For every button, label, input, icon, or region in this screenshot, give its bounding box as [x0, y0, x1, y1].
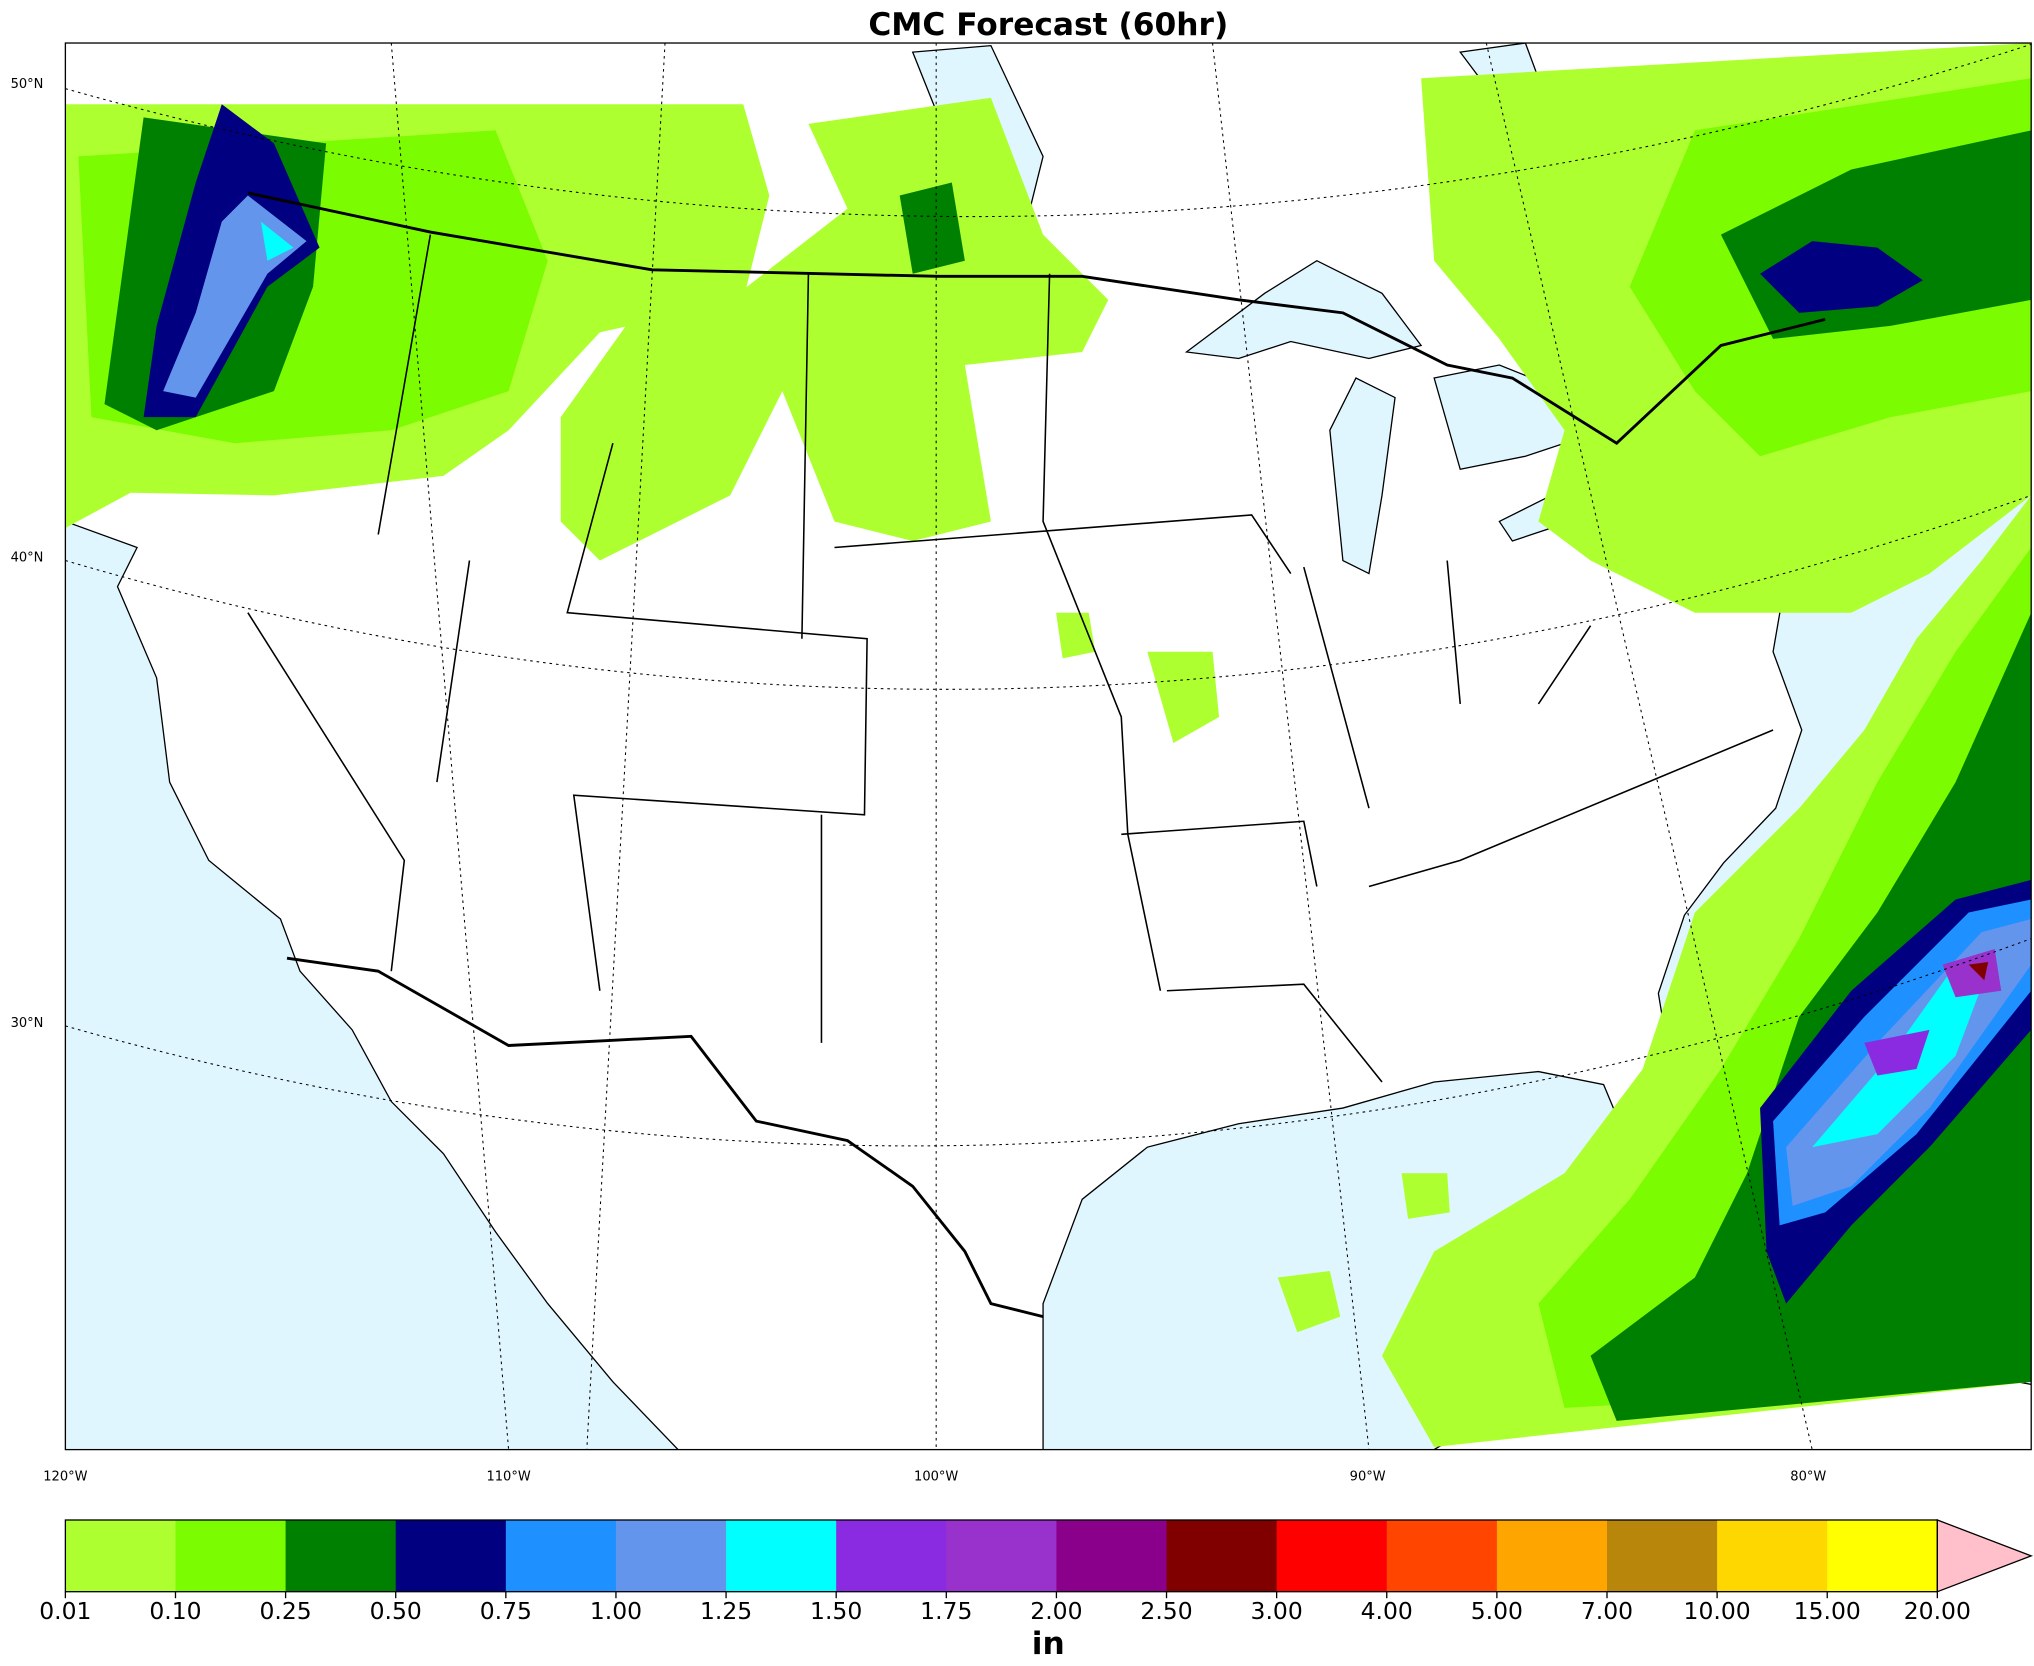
colorbar-segment [726, 1519, 837, 1592]
lon-label: 80°W [1790, 1469, 1826, 1484]
colorbar-tick-label: 5.00 [1471, 1597, 1523, 1625]
colorbar-segment [1166, 1519, 1278, 1592]
colorbar-segment [1606, 1519, 1718, 1592]
colorbar-tick-label: 2.50 [1140, 1597, 1192, 1625]
colorbar-segment [285, 1519, 397, 1592]
colorbar-segment [946, 1519, 1058, 1592]
colorbar-tick-label: 4.00 [1361, 1597, 1413, 1625]
colorbar-segment [395, 1519, 507, 1592]
colorbar-tick-label: 3.00 [1251, 1597, 1303, 1625]
colorbar-segment [1827, 1519, 1938, 1592]
colorbar-tick-label: 1.50 [810, 1597, 862, 1625]
colorbar-segment [65, 1519, 177, 1592]
colorbar-tick-label: 2.00 [1030, 1597, 1082, 1625]
colorbar-segment [1386, 1519, 1498, 1592]
boundaries [247, 191, 1826, 1319]
colorbar-segment [1056, 1519, 1168, 1592]
colorbar-segment [1496, 1519, 1608, 1592]
colorbar-tick-label: 0.10 [149, 1597, 201, 1625]
lon-label: 110°W [486, 1469, 530, 1484]
precipitation [65, 43, 2032, 1447]
lat-label: 50°N [11, 77, 44, 92]
colorbar: 0.01 0.10 0.25 0.50 0.75 1.00 1.25 1.50 1.75 2.00… [39, 1519, 2034, 1625]
graticule [65, 43, 2032, 1450]
lon-label: 90°W [1350, 1469, 1386, 1484]
colorbar-segment [505, 1519, 617, 1592]
colorbar-frame [64, 1519, 1938, 1593]
title: CMC Forecast (60hr) [868, 7, 1228, 43]
map [64, 42, 2032, 1451]
axis-labels: 50°N 40°N 30°N 120°W 110°W 100°W 90°W 80… [11, 77, 1827, 1484]
colorbar-tick-label: 7.00 [1581, 1597, 1633, 1625]
map-frame [64, 42, 2032, 1451]
colorbar-tick-label: 1.00 [590, 1597, 642, 1625]
colorbar-tick-label: 0.25 [259, 1597, 311, 1625]
colorbar-tick-label: 0.50 [370, 1597, 422, 1625]
colorbar-segment [1276, 1519, 1388, 1592]
colorbar-tick-label: 1.75 [920, 1597, 972, 1625]
colorbar-tick-label: 10.00 [1684, 1597, 1751, 1625]
colorbar-extend [1936, 1519, 2034, 1593]
colorbar-tick-label: 15.00 [1794, 1597, 1861, 1625]
lon-label: 120°W [43, 1469, 87, 1484]
colorbar-tick-label: 20.00 [1904, 1597, 1971, 1625]
lat-label: 40°N [11, 550, 44, 565]
colorbar-unit: in [1032, 1626, 1065, 1662]
lat-label: 30°N [11, 1016, 44, 1031]
colorbar-segment [615, 1519, 727, 1592]
colorbar-segment [836, 1519, 947, 1592]
colorbar-tick-label: 0.75 [480, 1597, 532, 1625]
lon-label: 100°W [914, 1469, 958, 1484]
colorbar-tick-label: 1.25 [700, 1597, 752, 1625]
colorbar-segment [175, 1519, 287, 1592]
colorbar-tick-label: 0.01 [39, 1597, 91, 1625]
colorbar-segment [1717, 1519, 1828, 1592]
